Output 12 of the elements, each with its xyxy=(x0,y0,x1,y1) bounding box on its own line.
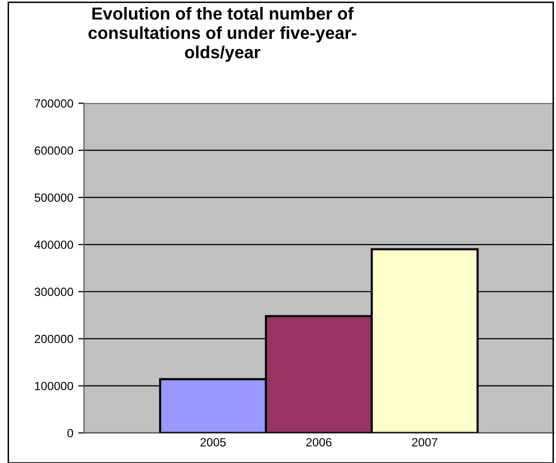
y-tick-label: 200000 xyxy=(34,334,74,344)
y-tick-label: 400000 xyxy=(34,240,74,249)
chart-title: Evolution of the total number of consultations of under five-year- olds/year xyxy=(88,6,356,62)
y-tick-label: 100000 xyxy=(35,382,74,390)
y-tick-label: 600000 xyxy=(34,146,74,155)
y-tick-label: 500000 xyxy=(34,193,74,202)
y-tick-label: 300000 xyxy=(34,288,74,296)
y-tick-label: 0 xyxy=(67,428,74,438)
x-tick-label: 2005 xyxy=(200,438,226,446)
y-tick-label: 700000 xyxy=(34,99,74,108)
x-tick-label: 2007 xyxy=(412,438,438,446)
x-tick-label: 2006 xyxy=(306,438,332,446)
